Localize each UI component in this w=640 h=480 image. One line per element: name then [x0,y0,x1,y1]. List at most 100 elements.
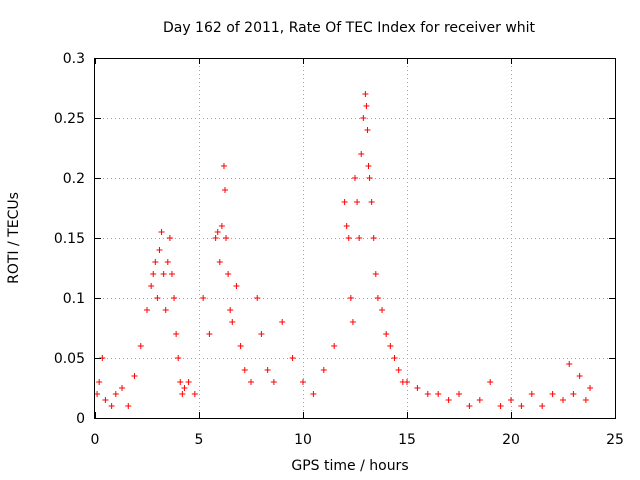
data-point [379,307,386,313]
data-point [370,235,377,241]
data-point [456,391,462,397]
data-point [108,403,115,409]
data-point [206,331,213,337]
data-point [549,391,556,397]
data-point [343,223,350,229]
data-point [102,397,109,403]
data-point [360,115,367,121]
data-point [214,229,221,235]
chart-title: Day 162 of 2011, Rate Of TEC Index for r… [163,20,536,36]
data-point [387,343,394,349]
y-tick-label: 0.15 [54,231,85,247]
data-point [289,355,296,361]
axis-ticks [95,58,616,419]
data-point [248,379,254,385]
data-point [160,271,167,277]
data-point [177,379,184,385]
data-point [279,319,286,325]
data-point [223,235,230,241]
data-point [154,295,161,301]
data-point [508,397,514,403]
data-points [94,91,594,409]
y-tick-label: 0 [76,411,85,427]
data-point [119,385,126,391]
data-point [229,319,236,325]
y-tick-label: 0.25 [54,111,85,127]
data-point [212,235,219,241]
data-point [168,271,175,277]
data-point [362,91,369,97]
data-point [364,127,371,133]
data-point [560,397,566,403]
data-point [566,361,573,367]
x-tick-label: 15 [398,432,416,448]
x-axis-label: GPS time / hours [291,458,408,474]
data-point [404,379,410,385]
y-tick-labels: 0 0.05 0.1 0.15 0.2 0.25 0.3 [54,51,85,427]
data-point [424,391,431,397]
data-point [391,355,398,361]
data-point [227,307,234,313]
data-point [497,403,504,409]
data-point [258,331,265,337]
x-tick-label: 10 [294,432,312,448]
data-point [220,163,227,169]
data-point [150,271,157,277]
data-point [347,295,354,301]
data-point [96,379,103,385]
data-point [395,367,402,373]
data-point [181,385,188,391]
data-point [341,199,348,205]
data-point [144,307,150,313]
data-point [171,295,178,301]
data-point [173,331,180,337]
data-point [354,199,361,205]
data-point [225,271,232,277]
data-point [237,343,244,349]
data-point [241,367,248,373]
plot-frame [94,58,616,419]
data-point [345,235,352,241]
data-point [222,187,228,193]
x-tick-label: 0 [91,432,100,448]
y-axis-label: ROTI / TECUs [6,192,22,284]
data-point [518,403,525,409]
data-point [576,373,583,379]
data-point [310,391,317,397]
data-point [435,391,442,397]
data-point [372,271,379,277]
data-point [368,199,375,205]
x-tick-label: 20 [502,432,520,448]
data-point [352,175,358,181]
y-tick-label: 0.05 [54,351,85,367]
data-point [414,385,421,391]
data-point [366,175,373,181]
data-point [383,331,390,337]
data-point [200,295,207,301]
data-point [156,247,163,253]
data-point [94,391,101,397]
x-tick-label: 5 [195,432,204,448]
data-point [582,397,589,403]
data-point [162,307,169,313]
data-point [445,397,452,403]
data-point [179,391,186,397]
data-point [300,379,306,385]
x-tick-label: 25 [606,432,624,448]
data-point [254,295,261,301]
data-point [587,385,594,391]
data-point [363,103,370,109]
data-point [539,403,546,409]
data-point [331,343,338,349]
data-point [270,379,277,385]
data-point [358,151,365,157]
y-tick-label: 0.3 [63,51,85,67]
data-point [137,343,144,349]
data-point [570,391,577,397]
data-point [264,367,271,373]
data-point [476,397,483,403]
data-point [175,355,182,361]
data-point [374,295,381,301]
data-point [356,235,363,241]
